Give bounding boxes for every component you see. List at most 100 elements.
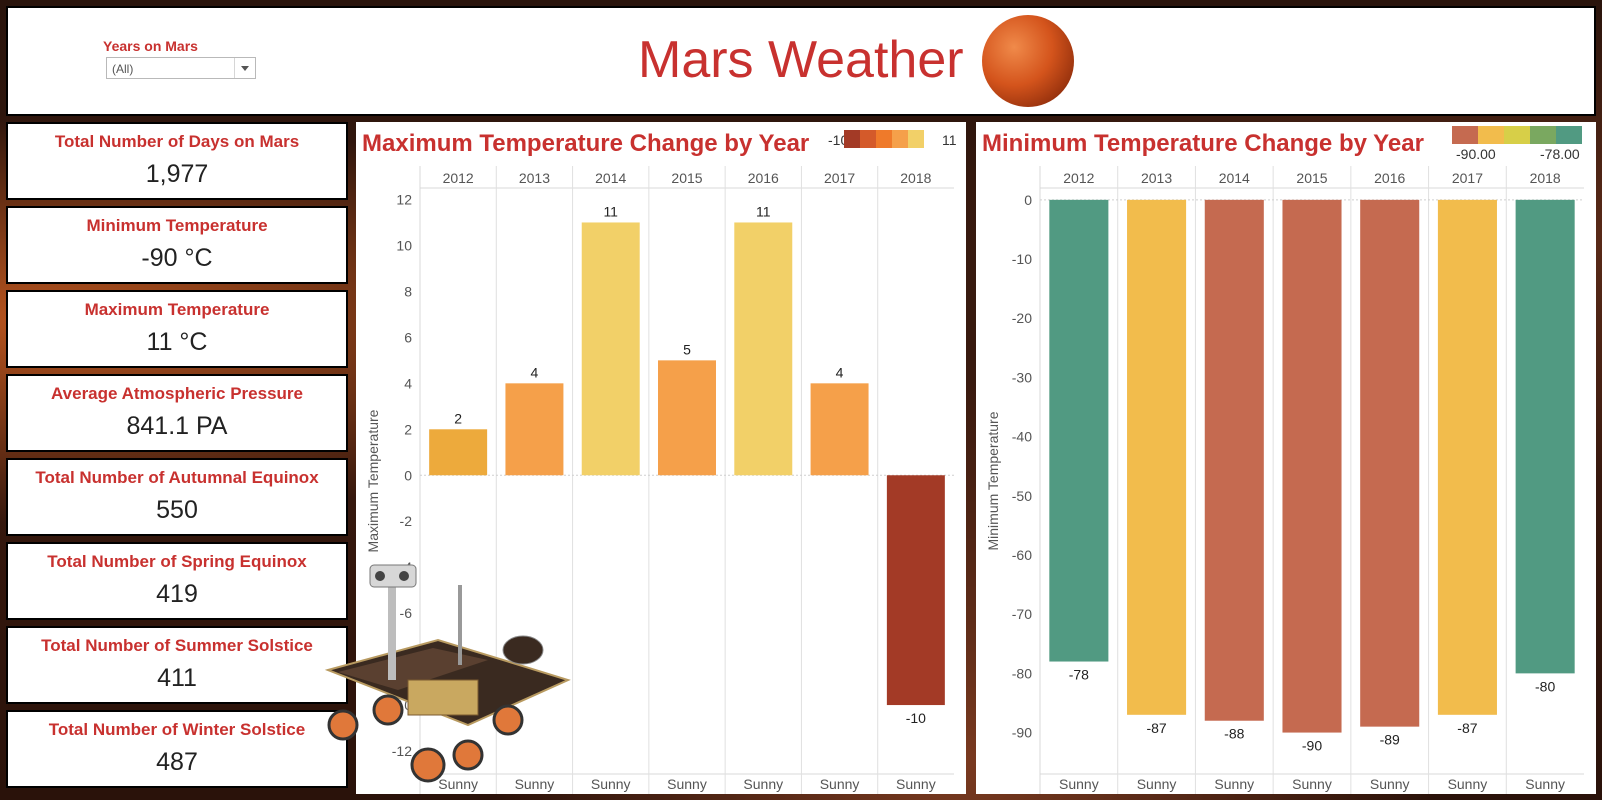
bar xyxy=(734,222,793,476)
data-label: -87 xyxy=(1146,720,1166,736)
x-subcategory-label: Sunny xyxy=(1059,776,1099,792)
x-subcategory-label: Sunny xyxy=(1137,776,1177,792)
filter-label: Years on Mars xyxy=(103,38,198,54)
x-subcategory-label: Sunny xyxy=(1448,776,1488,792)
min-temperature-plot: 0 -10 -20 -30 -40 -50 -60 -70 -80 -90 Minimum Temp… xyxy=(985,126,1584,794)
x-subcategory-label: Sunny xyxy=(591,776,631,792)
x-year-label: 2016 xyxy=(1374,170,1405,186)
y-axis-label: Maximum Temperature xyxy=(365,409,381,552)
filter-value: (All) xyxy=(112,62,134,76)
legend-min-label: -10 xyxy=(828,132,849,148)
chart-title: Maximum Temperature Change by Year xyxy=(362,130,810,157)
legend-min-label: -90.00 xyxy=(1456,146,1496,162)
kpi-max-temp: Maximum Temperature 11 °C xyxy=(6,290,348,368)
data-label: -80 xyxy=(1535,678,1555,694)
kpi-value: 1,977 xyxy=(145,160,209,188)
legend-swatch xyxy=(1530,126,1556,144)
chevron-down-icon[interactable] xyxy=(234,58,255,78)
x-year-label: 2018 xyxy=(1530,170,1561,186)
bar xyxy=(1204,199,1264,721)
y-tick-label: 0 xyxy=(1024,192,1032,208)
x-year-label: 2017 xyxy=(824,170,855,186)
y-tick-label: -50 xyxy=(1012,488,1032,504)
data-label: 5 xyxy=(683,341,691,357)
y-tick-label: -10 xyxy=(1012,251,1032,267)
kpi-label: Total Number of Autumnal Equinox xyxy=(35,468,319,487)
bar xyxy=(1515,199,1575,674)
x-subcategory-label: Sunny xyxy=(743,776,783,792)
bar xyxy=(886,475,945,706)
kpi-value: 841.1 PA xyxy=(126,412,228,440)
kpi-label: Total Number of Spring Equinox xyxy=(47,552,307,571)
x-year-label: 2013 xyxy=(1141,170,1172,186)
y-axis-label: Minimum Temperature xyxy=(985,411,1001,550)
x-subcategory-label: Sunny xyxy=(1370,776,1410,792)
x-year-label: 2012 xyxy=(1063,170,1094,186)
x-subcategory-label: Sunny xyxy=(667,776,707,792)
x-year-label: 2014 xyxy=(1219,170,1250,186)
kpi-value: 411 xyxy=(157,664,197,692)
legend-swatch xyxy=(1504,126,1530,144)
data-label: -87 xyxy=(1457,720,1477,736)
data-label: 4 xyxy=(836,364,844,380)
kpi-value: 550 xyxy=(156,496,198,524)
x-year-label: 2015 xyxy=(671,170,702,186)
data-label: -89 xyxy=(1380,732,1400,748)
years-filter-dropdown[interactable]: (All) xyxy=(106,57,256,79)
y-tick-label: -30 xyxy=(1012,369,1032,385)
page-title: Mars Weather xyxy=(638,31,964,89)
kpi-label: Minimum Temperature xyxy=(86,216,268,235)
x-subcategory-label: Sunny xyxy=(896,776,936,792)
kpi-min-temp: Minimum Temperature -90 °C xyxy=(6,206,348,284)
min-temperature-chart: Minimum Temperature Change by Year -90.0… xyxy=(976,122,1596,794)
x-subcategory-label: Sunny xyxy=(1214,776,1254,792)
header-panel: Years on Mars (All) Mars Weather xyxy=(6,6,1596,116)
kpi-label: Total Number of Days on Mars xyxy=(54,132,300,151)
kpi-value: -90 °C xyxy=(141,244,213,272)
legend-swatch xyxy=(844,130,860,148)
data-label: 11 xyxy=(756,203,771,219)
legend-swatch xyxy=(908,130,924,148)
kpi-label: Total Number of Summer Solstice xyxy=(41,636,313,655)
y-tick-label: 12 xyxy=(396,191,412,207)
legend-max-label: 11 xyxy=(942,132,957,148)
x-year-label: 2015 xyxy=(1296,170,1327,186)
bar xyxy=(1437,199,1497,715)
kpi-pressure: Average Atmospheric Pressure 841.1 PA xyxy=(6,374,348,452)
data-label: -88 xyxy=(1224,726,1244,742)
legend-max-label: -78.00 xyxy=(1540,146,1580,162)
x-year-label: 2014 xyxy=(595,170,626,186)
x-year-label: 2016 xyxy=(748,170,779,186)
y-tick-label: 2 xyxy=(404,421,412,437)
data-label: -78 xyxy=(1069,667,1089,683)
y-tick-label: -12 xyxy=(392,743,412,759)
kpi-label: Total Number of Winter Solstice xyxy=(48,720,306,739)
mars-planet-icon xyxy=(982,15,1074,107)
y-tick-label: 8 xyxy=(404,283,412,299)
legend-swatch xyxy=(1478,126,1504,144)
bar xyxy=(1049,199,1109,662)
kpi-value: 419 xyxy=(156,580,198,608)
x-subcategory-label: Sunny xyxy=(820,776,860,792)
x-year-label: 2017 xyxy=(1452,170,1483,186)
x-year-label: 2013 xyxy=(519,170,550,186)
data-label: 11 xyxy=(603,203,618,219)
kpi-spring: Total Number of Spring Equinox 419 xyxy=(6,542,348,620)
data-label: -10 xyxy=(906,710,926,726)
x-subcategory-label: Sunny xyxy=(438,776,478,792)
kpi-label: Maximum Temperature xyxy=(84,300,270,319)
y-tick-label: 6 xyxy=(404,329,412,345)
bar xyxy=(581,222,640,476)
legend-swatch xyxy=(892,130,908,148)
bar xyxy=(505,383,564,476)
x-year-label: 2012 xyxy=(443,170,474,186)
y-tick-label: -2 xyxy=(400,513,413,529)
bar xyxy=(1360,199,1420,727)
y-tick-label: 4 xyxy=(404,375,412,391)
legend-swatch xyxy=(876,130,892,148)
data-label: 2 xyxy=(454,410,462,426)
y-tick-label: -80 xyxy=(1012,665,1032,681)
rover-body xyxy=(324,564,571,783)
x-subcategory-label: Sunny xyxy=(1525,776,1565,792)
